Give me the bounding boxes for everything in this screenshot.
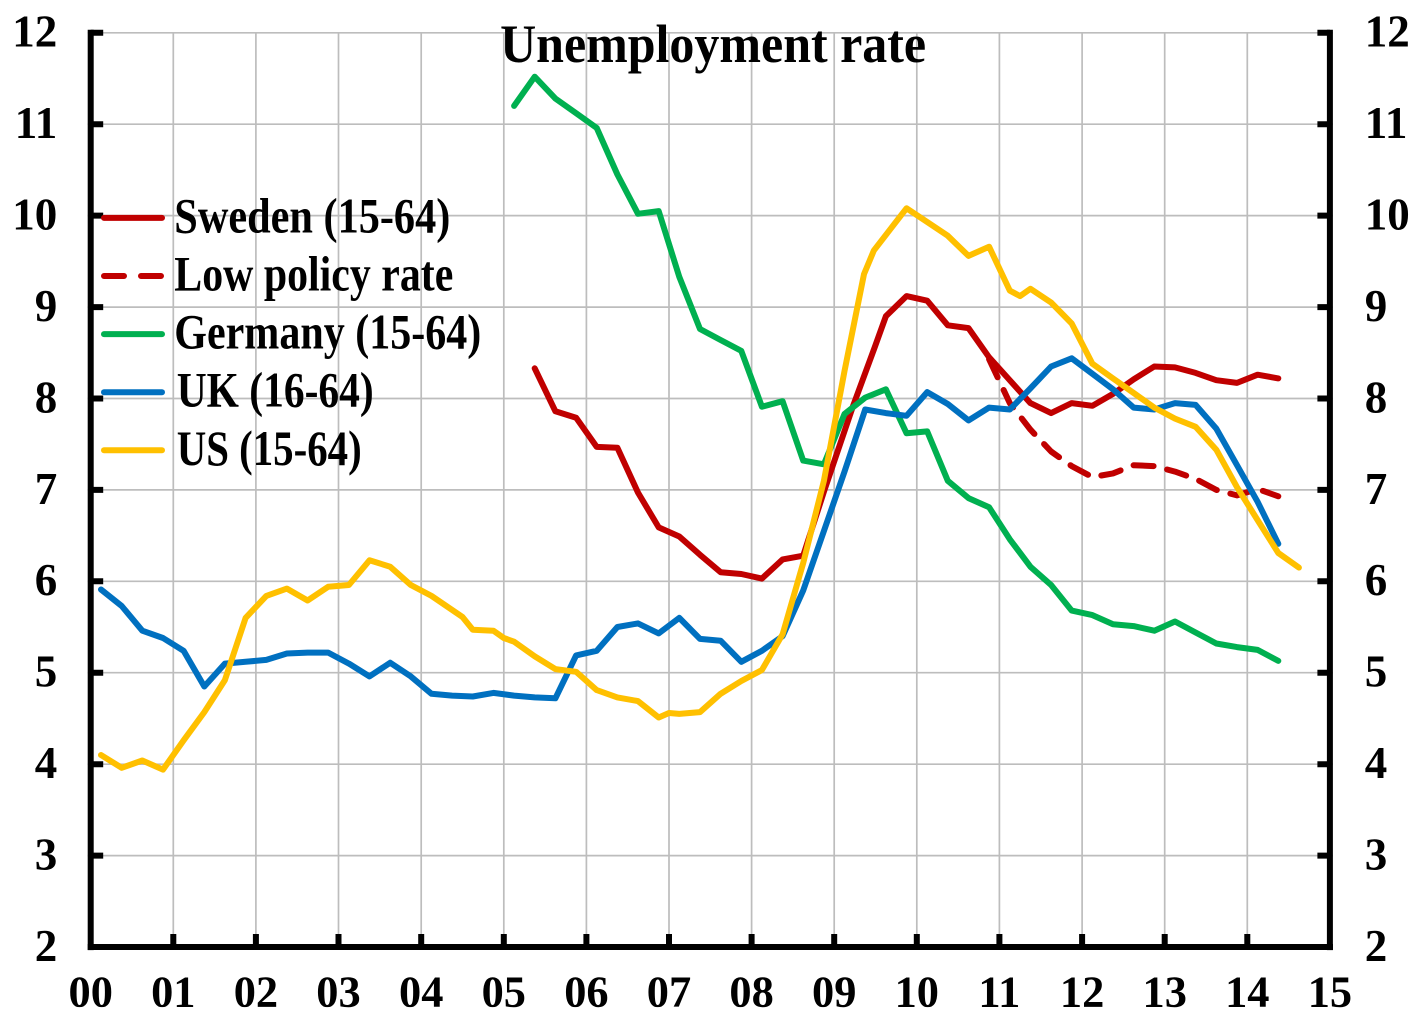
- svg-text:Unemployment rate: Unemployment rate: [500, 14, 926, 74]
- svg-text:9: 9: [35, 281, 58, 331]
- svg-text:2: 2: [35, 921, 58, 971]
- svg-text:05: 05: [482, 967, 526, 1017]
- svg-text:07: 07: [647, 967, 691, 1017]
- svg-text:4: 4: [1365, 738, 1388, 788]
- svg-text:4: 4: [35, 738, 58, 788]
- svg-text:10: 10: [1365, 190, 1410, 240]
- svg-text:Low policy rate: Low policy rate: [174, 246, 453, 302]
- svg-text:12: 12: [1365, 7, 1410, 57]
- svg-text:2: 2: [1365, 921, 1388, 971]
- svg-text:08: 08: [729, 967, 773, 1017]
- svg-text:8: 8: [1365, 372, 1388, 422]
- svg-text:8: 8: [35, 372, 58, 422]
- svg-text:04: 04: [399, 967, 443, 1017]
- svg-text:06: 06: [564, 967, 608, 1017]
- svg-text:7: 7: [1365, 464, 1388, 514]
- svg-text:7: 7: [35, 464, 58, 514]
- svg-text:UK (16-64): UK (16-64): [177, 362, 374, 418]
- svg-text:Germany (15-64): Germany (15-64): [174, 304, 481, 360]
- svg-text:3: 3: [1365, 830, 1388, 880]
- svg-text:02: 02: [234, 967, 278, 1017]
- svg-text:11: 11: [978, 967, 1020, 1017]
- svg-text:14: 14: [1225, 967, 1269, 1017]
- svg-text:US (15-64): US (15-64): [177, 420, 362, 476]
- svg-text:9: 9: [1365, 281, 1388, 331]
- svg-text:10: 10: [12, 190, 57, 240]
- svg-text:09: 09: [812, 967, 856, 1017]
- svg-text:15: 15: [1308, 967, 1352, 1017]
- svg-text:12: 12: [12, 7, 57, 57]
- svg-text:00: 00: [69, 967, 113, 1017]
- svg-text:6: 6: [1365, 555, 1388, 605]
- svg-text:03: 03: [316, 967, 360, 1017]
- svg-text:11: 11: [1365, 98, 1408, 148]
- svg-text:5: 5: [35, 647, 58, 697]
- svg-text:6: 6: [35, 555, 58, 605]
- svg-text:13: 13: [1143, 967, 1187, 1017]
- svg-text:Sweden (15-64): Sweden (15-64): [174, 187, 450, 243]
- svg-text:3: 3: [35, 830, 58, 880]
- svg-text:12: 12: [1060, 967, 1104, 1017]
- svg-text:5: 5: [1365, 647, 1388, 697]
- svg-text:10: 10: [895, 967, 939, 1017]
- svg-text:11: 11: [15, 98, 58, 148]
- svg-text:01: 01: [151, 967, 195, 1017]
